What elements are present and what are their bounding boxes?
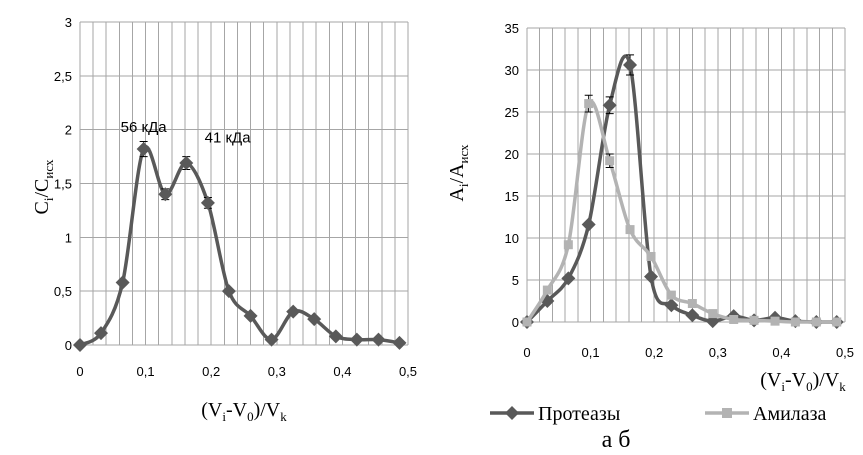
x-tick-label: 0,2	[645, 345, 663, 360]
data-point	[563, 240, 573, 250]
x-tick-label: 0,3	[709, 345, 727, 360]
data-point	[811, 317, 821, 327]
y-tick-label: 2	[65, 123, 72, 138]
y-axis-label-a: Ci/Cисх	[31, 159, 56, 214]
data-point	[581, 217, 596, 232]
y-tick-label: 30	[505, 63, 519, 78]
series-line	[525, 54, 837, 324]
y-tick-label: 35	[505, 21, 519, 36]
data-point	[73, 338, 87, 352]
data-point	[790, 317, 800, 327]
x-tick-label: 0,4	[333, 364, 351, 379]
data-point	[729, 314, 739, 324]
grid-a	[79, 21, 409, 346]
data-point	[749, 315, 759, 325]
data-point	[221, 284, 236, 299]
x-tick-label: 0,1	[137, 364, 155, 379]
data-point	[371, 332, 386, 347]
data-point	[605, 156, 615, 166]
y-tick-label: 20	[505, 147, 519, 162]
x-tick-label: 0	[76, 364, 83, 379]
y-tick-label: 25	[505, 105, 519, 120]
legend-marker	[505, 406, 519, 420]
x-tick-label: 0,5	[399, 364, 417, 379]
data-point	[708, 309, 718, 319]
annotations-a: 56 кДа 41 кДа	[121, 119, 252, 147]
data-point	[584, 99, 594, 109]
panel-caption: а б	[602, 427, 631, 453]
y-tick-label: 5	[512, 273, 519, 288]
data-point	[115, 275, 130, 290]
x-tick-label: 0,4	[772, 345, 790, 360]
annotation-label: 41 кДа	[205, 130, 252, 147]
series-group-b	[520, 54, 844, 329]
y-tick-label: 1,5	[54, 177, 72, 192]
data-point	[93, 326, 108, 341]
data-point	[286, 304, 301, 319]
data-point	[687, 299, 697, 309]
x-ticks-a: 0 0,1 0,2 0,3 0,4 0,5	[76, 364, 417, 379]
legend-label: Протеазы	[538, 403, 620, 425]
data-point	[685, 308, 700, 323]
x-tick-label: 0,5	[836, 345, 854, 360]
data-point	[179, 156, 194, 171]
chart-panel-a: 0 0,5 1 1,5 2 2,5 3 0 0,1 0,2 0,3 0,4 0,5 56 кДа 41 …	[31, 15, 417, 424]
series-group-a	[73, 141, 407, 352]
y-tick-label: 0	[65, 338, 72, 353]
y-tick-label: 1	[65, 230, 72, 245]
data-point	[542, 285, 552, 295]
data-point	[770, 316, 780, 326]
x-axis-label-a: (Vi-V0)/Vk	[201, 399, 287, 424]
data-point	[200, 195, 215, 210]
series-Протеазы	[520, 54, 844, 329]
data-point	[328, 329, 343, 344]
y-axis-label-b: Ai/Aисх	[446, 144, 471, 202]
data-point	[561, 271, 576, 286]
data-point	[243, 308, 258, 323]
x-tick-label: 0	[523, 345, 530, 360]
series-Амилаза	[522, 94, 842, 327]
data-point	[522, 317, 532, 327]
data-point	[602, 98, 617, 113]
y-tick-label: 15	[505, 189, 519, 204]
data-point	[623, 57, 638, 72]
data-point	[664, 298, 679, 313]
data-point	[646, 251, 656, 261]
y-tick-label: 0	[512, 315, 519, 330]
x-tick-label: 0,1	[582, 345, 600, 360]
x-axis-label-b: (Vi-V0)/Vk	[760, 369, 846, 394]
y-ticks-a: 0 0,5 1 1,5 2 2,5 3	[54, 15, 72, 353]
series-a0	[73, 141, 407, 352]
data-point	[307, 312, 322, 327]
y-tick-label: 0,5	[54, 284, 72, 299]
data-point	[644, 269, 659, 284]
data-point	[392, 335, 407, 350]
data-point	[264, 332, 279, 347]
y-tick-label: 3	[65, 15, 72, 30]
y-ticks-b: 0 5 10 15 20 25 30 35	[505, 21, 519, 330]
x-ticks-b: 0 0,1 0,2 0,3 0,4 0,5	[523, 345, 854, 360]
legend: Протеазы Амилаза	[490, 403, 827, 425]
x-tick-label: 0,3	[268, 364, 286, 379]
y-tick-label: 2,5	[54, 69, 72, 84]
x-tick-label: 0,2	[202, 364, 220, 379]
data-point	[666, 290, 676, 300]
series-line	[525, 99, 837, 324]
data-point	[158, 187, 173, 202]
series-line	[79, 145, 400, 347]
y-tick-label: 10	[505, 231, 519, 246]
data-point	[832, 317, 842, 327]
legend-marker	[722, 408, 732, 418]
legend-label: Амилаза	[753, 403, 827, 425]
data-point	[625, 225, 635, 235]
annotation-label: 56 кДа	[121, 119, 168, 136]
data-point	[349, 332, 364, 347]
data-point	[136, 142, 151, 157]
